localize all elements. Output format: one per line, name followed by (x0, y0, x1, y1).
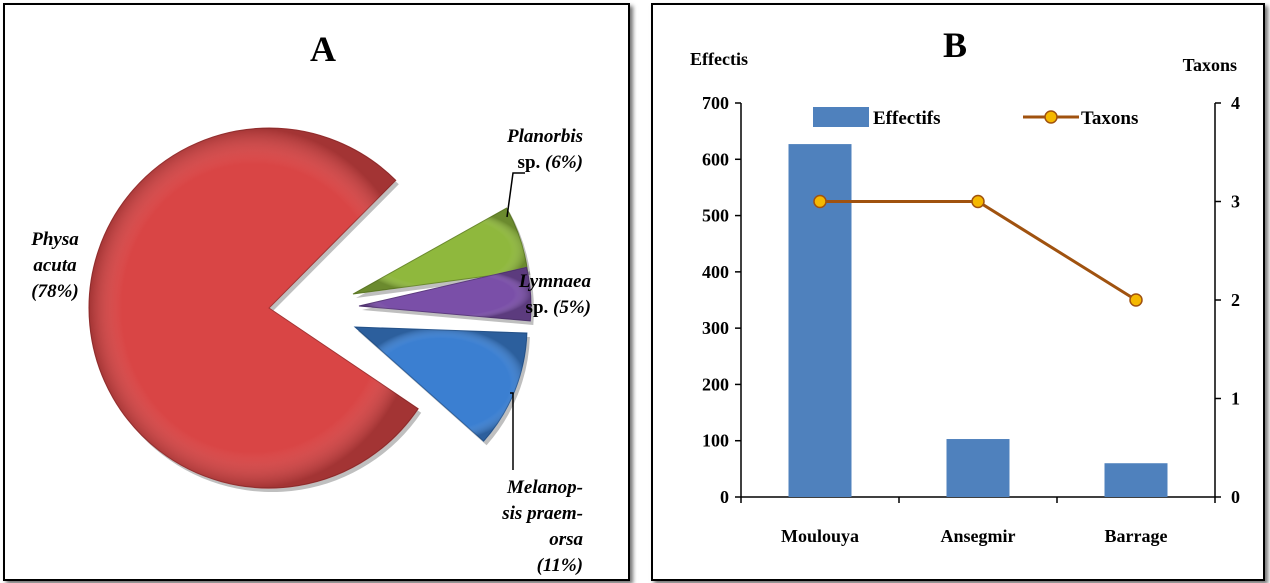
pie-slice-physa-gloss (88, 128, 419, 489)
right-axis-tick-label: 2 (1231, 290, 1240, 310)
label-lymnaea-line: sp. (5%) (526, 297, 591, 318)
right-axis-tick-label: 0 (1231, 487, 1240, 507)
x-axis-tick-label: Barrage (1105, 526, 1168, 546)
pie-slice-physa (88, 127, 422, 493)
label-planorbis-text: sp. (518, 152, 545, 173)
legend-label-taxons: Taxons (1081, 108, 1138, 129)
point-taxons (1129, 293, 1143, 307)
left-axis-tick-label: 400 (702, 262, 729, 282)
label-planorbis-percent: (6%) (545, 152, 583, 173)
label-melanopsis-text: Melanop- (506, 477, 583, 498)
pie-chart-title: A (310, 29, 336, 69)
point-taxons (813, 194, 827, 209)
label-physa-line: Physa (30, 229, 79, 250)
point-taxons (971, 194, 985, 209)
right-axis-tick-label: 4 (1231, 93, 1240, 113)
right-axis-tick-label: 1 (1231, 389, 1240, 409)
label-melanopsis-line: Melanop- (506, 477, 583, 498)
legend-marker-taxons (1044, 110, 1058, 124)
left-axis-tick-label: 600 (702, 149, 729, 169)
pie-chart-panel: A Physa acuta (78%) Planorbis sp. (6%) Lymnae… (3, 3, 630, 581)
bar-chart-title: B (943, 25, 967, 65)
bar-effectifs (946, 439, 1010, 497)
label-lymnaea-text: sp. (526, 297, 553, 318)
label-physa-text: Physa (30, 229, 79, 250)
x-axis-tick-label: Moulouya (781, 526, 859, 546)
pie-slice-melanopsis-gloss (355, 327, 527, 442)
label-melanopsis-text: (11%) (537, 555, 583, 576)
pie-slice-melanopsis (353, 326, 530, 446)
left-axis-label: Effectis (690, 49, 748, 69)
left-axis-tick-label: 100 (702, 431, 729, 451)
label-melanopsis-line: (11%) (537, 555, 583, 576)
left-axis-tick-label: 200 (702, 374, 729, 394)
line-taxons (820, 200, 1137, 302)
label-planorbis-text: Planorbis (506, 126, 583, 147)
label-melanopsis-text: sis praem- (501, 503, 583, 524)
left-axis-tick-label: 700 (702, 93, 729, 113)
bar-line-chart-panel: B Effectis Taxons 0 100 200 300 400 500 600 700… (651, 3, 1265, 581)
left-axis-tick-label: 300 (702, 318, 729, 338)
label-lymnaea-text: Lymnaea (518, 271, 592, 292)
pie-slice-planorbis (352, 207, 531, 298)
label-lymnaea-percent: (5%) (553, 297, 591, 318)
label-physa-line: acuta (33, 255, 77, 276)
pie-slice-lymnaea-gloss (359, 267, 531, 321)
legend-label-effectifs: Effectifs (873, 108, 941, 129)
label-physa-text: acuta (33, 255, 77, 276)
label-melanopsis-line: orsa (549, 529, 583, 550)
label-planorbis-line: sp. (6%) (518, 152, 583, 173)
leader-line-planorbis (506, 172, 525, 218)
pie-slice-lymnaea (358, 266, 534, 325)
pie-slice-planorbis-gloss (353, 208, 528, 294)
bar-line-chart: B Effectis Taxons 0 100 200 300 400 500 600 700… (690, 25, 1240, 546)
left-axis-tick-label: 0 (720, 487, 729, 507)
pie-chart: A Physa acuta (78%) Planorbis sp. (6%) Lymnae… (30, 29, 592, 576)
left-axis-tick-label: 500 (702, 206, 729, 226)
label-melanopsis-line: sis praem- (501, 503, 583, 524)
legend-swatch-effectifs (813, 107, 869, 127)
pie-slices (88, 127, 534, 493)
label-melanopsis-text: orsa (549, 529, 583, 550)
label-physa-text: (78%) (31, 281, 78, 302)
right-axis-tick-label: 3 (1231, 192, 1240, 212)
leader-line-melanopsis (510, 392, 514, 470)
label-physa-line: (78%) (31, 281, 78, 302)
label-lymnaea-line: Lymnaea (518, 271, 592, 292)
x-axis-tick-label: Ansegmir (941, 526, 1016, 546)
bar-effectifs (1104, 463, 1168, 497)
label-planorbis-line: Planorbis (506, 126, 583, 147)
right-axis-label: Taxons (1183, 55, 1237, 75)
